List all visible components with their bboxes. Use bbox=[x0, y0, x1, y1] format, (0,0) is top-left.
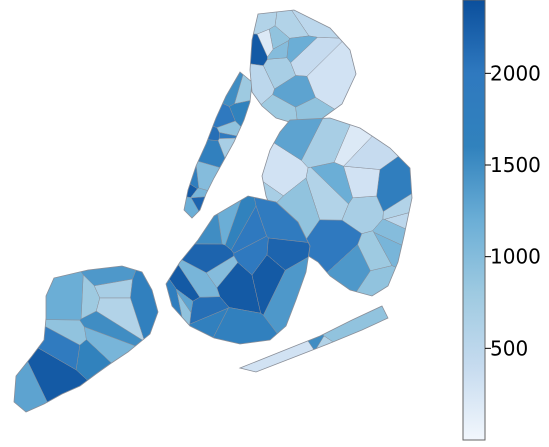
zone-manhattan-6 bbox=[184, 113, 220, 141]
zone-manhattan-1 bbox=[184, 154, 200, 190]
zone-manhattan-7 bbox=[184, 72, 245, 107]
zone-staten-island-12 bbox=[14, 266, 84, 321]
borough-bronx bbox=[250, 10, 356, 124]
borough-brooklyn bbox=[166, 196, 310, 344]
zone-bronx-11 bbox=[256, 28, 274, 58]
zone-manhattan-0 bbox=[184, 85, 236, 128]
colorbar-gradient bbox=[462, 0, 486, 441]
borough-outline-brooklyn bbox=[165, 195, 311, 345]
borough-outline-rockaway bbox=[238, 305, 389, 373]
zone-rockaway-0 bbox=[314, 335, 380, 372]
zone-staten-island-11 bbox=[96, 297, 146, 342]
zone-brooklyn-18 bbox=[266, 237, 310, 271]
colorbar-tick-label-1000: 1000 bbox=[490, 245, 541, 269]
zone-manhattan-14 bbox=[234, 72, 252, 105]
colorbar-tick-label-2000: 2000 bbox=[490, 61, 541, 85]
borough-manhattan bbox=[184, 72, 252, 218]
colorbar: 500 1000 1500 2000 bbox=[462, 0, 541, 441]
borough-outline-staten-island bbox=[13, 265, 159, 413]
zone-bronx-13 bbox=[286, 35, 318, 64]
borough-outline-manhattan bbox=[183, 71, 253, 219]
borough-outline-queens bbox=[261, 117, 413, 297]
borough-staten-island bbox=[14, 266, 158, 412]
nyc-choropleth-map bbox=[13, 9, 413, 413]
zone-brooklyn-13 bbox=[231, 205, 267, 254]
colorbar-tick-label-1500: 1500 bbox=[490, 153, 541, 177]
zone-brooklyn-17 bbox=[209, 307, 286, 344]
colorbar-tick-label-500: 500 bbox=[490, 336, 528, 360]
zone-queens-18 bbox=[382, 193, 412, 220]
zone-brooklyn-19 bbox=[175, 288, 194, 314]
